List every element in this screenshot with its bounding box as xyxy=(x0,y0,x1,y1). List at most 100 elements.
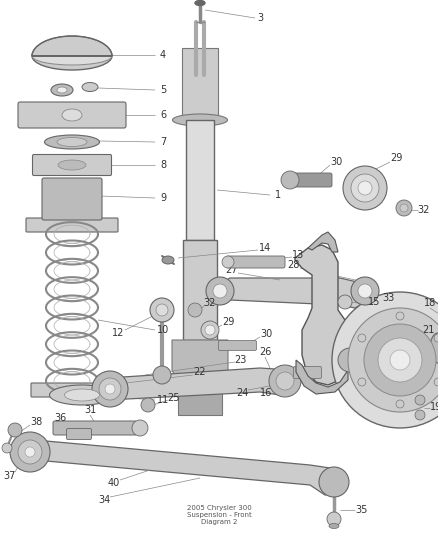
Circle shape xyxy=(338,348,362,372)
Circle shape xyxy=(364,324,436,396)
Text: 36: 36 xyxy=(54,413,66,423)
Circle shape xyxy=(10,432,50,472)
Text: 32: 32 xyxy=(204,298,216,308)
Text: 23: 23 xyxy=(234,355,246,365)
Text: 11: 11 xyxy=(157,395,169,405)
Text: 3: 3 xyxy=(257,13,263,23)
Text: 34: 34 xyxy=(98,495,110,505)
Circle shape xyxy=(206,277,234,305)
Text: 33: 33 xyxy=(382,293,394,303)
Text: 10: 10 xyxy=(157,325,169,335)
Circle shape xyxy=(358,334,366,342)
Polygon shape xyxy=(218,278,370,308)
Ellipse shape xyxy=(430,333,438,363)
Circle shape xyxy=(201,321,219,339)
Ellipse shape xyxy=(162,256,174,264)
Text: 16: 16 xyxy=(260,388,272,398)
Ellipse shape xyxy=(64,389,99,401)
Text: 31: 31 xyxy=(84,405,96,415)
Polygon shape xyxy=(295,245,350,385)
Circle shape xyxy=(156,304,168,316)
Text: 22: 22 xyxy=(194,367,206,377)
Ellipse shape xyxy=(329,523,339,529)
Text: 13: 13 xyxy=(292,250,304,260)
Circle shape xyxy=(396,312,404,320)
Text: 18: 18 xyxy=(424,298,436,308)
Circle shape xyxy=(269,365,301,397)
Text: 8: 8 xyxy=(160,160,166,170)
Polygon shape xyxy=(308,232,338,252)
Polygon shape xyxy=(296,360,348,394)
Circle shape xyxy=(141,398,155,412)
Polygon shape xyxy=(172,340,228,398)
Circle shape xyxy=(132,420,148,436)
Text: 28: 28 xyxy=(287,260,299,270)
Circle shape xyxy=(400,204,408,212)
Text: 37: 37 xyxy=(3,471,15,481)
Text: 5: 5 xyxy=(160,85,166,95)
Circle shape xyxy=(358,284,372,298)
Circle shape xyxy=(358,378,366,386)
Text: 24: 24 xyxy=(236,388,248,398)
Circle shape xyxy=(338,295,352,309)
Circle shape xyxy=(222,256,234,268)
Text: 38: 38 xyxy=(30,417,42,427)
FancyBboxPatch shape xyxy=(178,385,222,415)
Text: 29: 29 xyxy=(222,317,234,327)
Text: 14: 14 xyxy=(259,243,271,253)
Text: 2005 Chrysler 300
Suspension - Front
Diagram 2: 2005 Chrysler 300 Suspension - Front Dia… xyxy=(187,505,251,525)
Text: 29: 29 xyxy=(390,153,402,163)
Ellipse shape xyxy=(51,84,73,96)
Text: 20: 20 xyxy=(376,348,388,358)
Circle shape xyxy=(2,443,12,453)
Circle shape xyxy=(332,292,438,428)
Text: 32: 32 xyxy=(418,205,430,215)
Ellipse shape xyxy=(58,160,86,170)
Text: 21: 21 xyxy=(422,325,434,335)
Circle shape xyxy=(18,440,42,464)
Circle shape xyxy=(434,378,438,386)
FancyBboxPatch shape xyxy=(53,421,137,435)
Circle shape xyxy=(150,298,174,322)
FancyBboxPatch shape xyxy=(219,341,257,351)
Ellipse shape xyxy=(82,83,98,92)
Text: 12: 12 xyxy=(112,328,124,338)
Text: 27: 27 xyxy=(226,265,238,275)
Circle shape xyxy=(348,308,438,412)
Polygon shape xyxy=(95,368,295,400)
FancyBboxPatch shape xyxy=(18,102,126,128)
Circle shape xyxy=(390,350,410,370)
FancyBboxPatch shape xyxy=(186,120,214,240)
Circle shape xyxy=(276,372,294,390)
FancyBboxPatch shape xyxy=(67,429,92,440)
Polygon shape xyxy=(25,440,345,495)
FancyBboxPatch shape xyxy=(26,218,118,232)
Text: 26: 26 xyxy=(259,347,271,357)
Circle shape xyxy=(378,338,422,382)
Ellipse shape xyxy=(32,42,112,70)
Circle shape xyxy=(8,423,22,437)
Text: 30: 30 xyxy=(260,329,272,339)
Text: 7: 7 xyxy=(160,137,166,147)
Text: 30: 30 xyxy=(330,157,342,167)
Ellipse shape xyxy=(45,135,99,149)
Circle shape xyxy=(153,366,171,384)
Circle shape xyxy=(415,395,425,405)
Ellipse shape xyxy=(195,1,205,5)
Text: 19: 19 xyxy=(430,402,438,412)
Text: 4: 4 xyxy=(160,50,166,60)
Ellipse shape xyxy=(49,385,114,405)
FancyBboxPatch shape xyxy=(42,178,102,220)
FancyBboxPatch shape xyxy=(183,240,217,340)
Circle shape xyxy=(319,467,349,497)
Ellipse shape xyxy=(32,47,112,65)
Ellipse shape xyxy=(57,138,87,147)
Circle shape xyxy=(205,325,215,335)
Polygon shape xyxy=(32,36,112,56)
FancyBboxPatch shape xyxy=(288,173,332,187)
Circle shape xyxy=(105,384,115,394)
Circle shape xyxy=(25,447,35,457)
Circle shape xyxy=(281,171,299,189)
Circle shape xyxy=(396,200,412,216)
Circle shape xyxy=(351,174,379,202)
